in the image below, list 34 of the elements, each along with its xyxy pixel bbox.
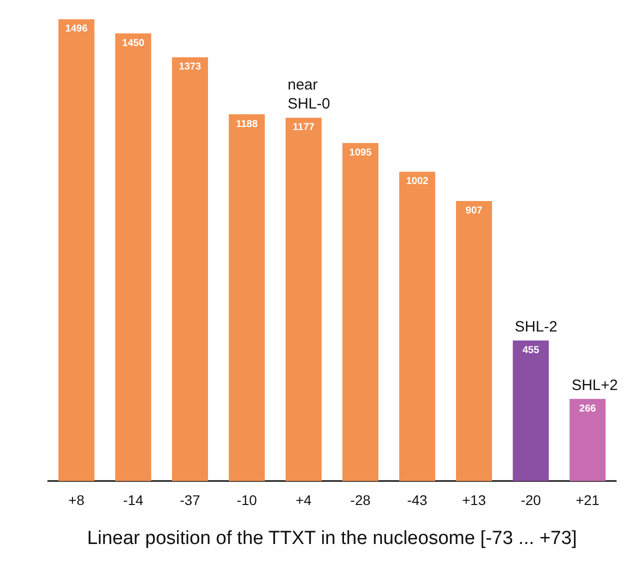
x-tick-label: +8 — [68, 492, 85, 508]
x-tick-label: -10 — [236, 492, 258, 508]
x-tick-label: +21 — [576, 492, 600, 508]
data-label: 266 — [579, 403, 596, 414]
bar — [58, 19, 94, 481]
data-label: 455 — [522, 345, 540, 356]
x-tick-label: -43 — [407, 492, 428, 508]
x-axis-title: Linear position of the TTXT in the nucleosome [-73 ... +73] — [87, 528, 577, 549]
data-label: 907 — [466, 206, 483, 217]
x-tick-label: -37 — [180, 492, 200, 508]
bar — [115, 33, 152, 481]
bar — [286, 118, 322, 481]
data-label: 1002 — [406, 176, 429, 188]
bar — [342, 143, 378, 481]
x-tick-label: -20 — [520, 492, 542, 508]
data-label: 1450 — [122, 38, 145, 49]
bar — [456, 201, 492, 481]
annotation: near SHL-0 — [288, 76, 330, 113]
data-label: 1188 — [236, 118, 258, 130]
x-tick-label: -28 — [350, 492, 371, 508]
x-tick-label: -14 — [123, 492, 144, 508]
bar — [172, 57, 208, 481]
bar — [570, 398, 606, 481]
bar — [512, 340, 549, 481]
x-tick-label: +13 — [462, 492, 486, 508]
annotation: SHL-2 — [514, 318, 558, 336]
bar — [228, 114, 265, 481]
data-label: 1177 — [292, 122, 315, 134]
x-tick-label: +4 — [296, 492, 312, 508]
bar — [399, 172, 436, 481]
data-label: 1373 — [178, 62, 202, 73]
data-label: 1095 — [349, 148, 372, 159]
annotation: SHL+2 — [572, 376, 618, 394]
data-label: 1496 — [65, 24, 88, 35]
